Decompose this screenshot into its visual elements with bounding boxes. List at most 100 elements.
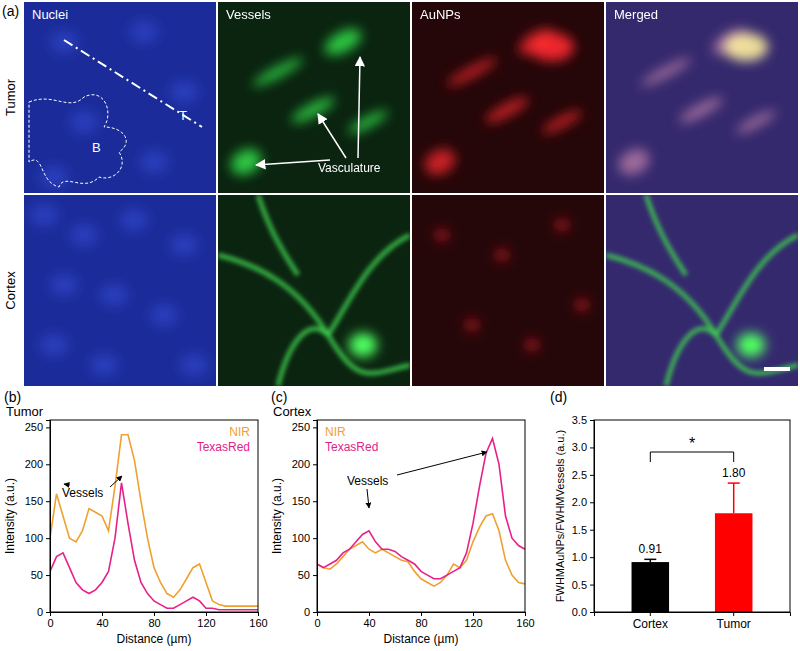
- tick: Cortex: [633, 612, 668, 631]
- tick: 40: [96, 612, 108, 629]
- tick: 100: [25, 532, 50, 544]
- axis-line: [590, 421, 595, 613]
- tick-mark: [525, 612, 526, 616]
- panel-label: (c): [271, 389, 287, 405]
- axis-line: [318, 613, 526, 617]
- texture: [639, 54, 693, 89]
- image-tile: Merged: [606, 2, 798, 193]
- tick: 0.5: [572, 579, 594, 591]
- tile-background: [218, 2, 410, 193]
- tick-mark: [154, 612, 155, 616]
- tick: 0: [37, 606, 50, 618]
- line: [317, 438, 525, 578]
- texture: [724, 33, 768, 61]
- y-axis-title: Intensity (a.u.): [270, 478, 284, 554]
- tick-label: 160: [516, 617, 534, 629]
- tick-label: 1.5: [572, 524, 587, 536]
- arrow: [397, 452, 487, 475]
- texture: [278, 329, 328, 386]
- tile-background: [24, 2, 216, 193]
- texture: [140, 151, 168, 173]
- tick: 160: [249, 612, 267, 629]
- texture: [716, 235, 798, 335]
- axis-line: [595, 613, 791, 617]
- texture: [666, 329, 716, 386]
- tick-mark: [102, 612, 103, 616]
- tick-label: 2.0: [572, 496, 587, 508]
- line: [50, 483, 258, 610]
- tile-background: [606, 195, 798, 386]
- tick-label: 0: [304, 606, 310, 618]
- tick: 80: [415, 612, 427, 629]
- x-axis: CortexTumor: [595, 612, 791, 631]
- image-tile: AuNPs: [412, 2, 604, 193]
- texture: [466, 319, 478, 331]
- texture: [677, 93, 725, 126]
- image-tile: [412, 195, 604, 386]
- texture: [328, 235, 410, 335]
- tick-mark: [313, 464, 317, 465]
- plot-frame: [317, 420, 525, 612]
- tick-mark: [46, 427, 50, 428]
- tick: 160: [516, 612, 534, 629]
- tick-mark: [46, 612, 50, 613]
- texture: [530, 33, 574, 61]
- tick-label: 100: [292, 532, 310, 544]
- y-axis: 0.00.51.01.52.02.53.03.5: [572, 414, 595, 618]
- texture: [556, 219, 568, 231]
- arrow: [318, 114, 346, 158]
- image-tile: [24, 195, 216, 386]
- tick-mark: [46, 464, 50, 465]
- texture: [289, 93, 337, 126]
- x-axis: 0 40 80 120 160: [314, 612, 534, 629]
- tick: 1.0: [572, 551, 594, 563]
- row-label: Cortex: [3, 271, 18, 310]
- texture: [737, 333, 765, 357]
- texture: [436, 229, 448, 241]
- tick: 250: [25, 421, 50, 433]
- tick-mark: [46, 501, 50, 502]
- texture: [150, 304, 178, 326]
- annotation: *: [689, 435, 695, 452]
- tick-label: 0.0: [572, 606, 587, 618]
- region-label: B: [92, 140, 101, 155]
- x-axis: 04080120160: [47, 612, 267, 629]
- boundary-line: [64, 40, 202, 127]
- tick: 2.0: [572, 496, 594, 508]
- tick: 2.5: [572, 469, 594, 481]
- tick-mark: [590, 585, 594, 586]
- line: [50, 435, 258, 606]
- texture: [50, 274, 78, 296]
- texture: [170, 234, 198, 256]
- annotation: Vasculature: [318, 161, 381, 175]
- tile-background: [606, 2, 798, 193]
- tick-mark: [590, 502, 594, 503]
- texture: [526, 339, 538, 351]
- texture: [258, 195, 298, 275]
- axis-line: [313, 421, 318, 613]
- significance-bracket: [650, 452, 733, 462]
- legend-entry: TexasRed: [197, 440, 250, 454]
- tick-label: 0: [47, 617, 53, 629]
- panel-label: (b): [4, 389, 21, 405]
- texture: [346, 107, 390, 136]
- panel-label: (d): [550, 389, 567, 405]
- tick-mark: [590, 475, 594, 476]
- error-cap: [644, 559, 656, 561]
- tick: 0: [47, 612, 53, 629]
- tile-background: [24, 195, 216, 386]
- plot-frame: [50, 420, 258, 612]
- tick-label: 100: [25, 532, 43, 544]
- tick-mark: [313, 427, 317, 428]
- texture: [90, 354, 118, 376]
- tick: 0.0: [572, 606, 594, 618]
- texture: [606, 255, 798, 373]
- x-axis-title: Distance (µm): [117, 632, 192, 646]
- column-label: Vessels: [226, 7, 271, 22]
- arrow: [367, 489, 369, 508]
- tick-label: 0: [314, 617, 320, 629]
- tick-label: 120: [464, 617, 482, 629]
- tick-label: 3.0: [572, 441, 587, 453]
- tick-label: 250: [292, 421, 310, 433]
- tick: 40: [363, 612, 375, 629]
